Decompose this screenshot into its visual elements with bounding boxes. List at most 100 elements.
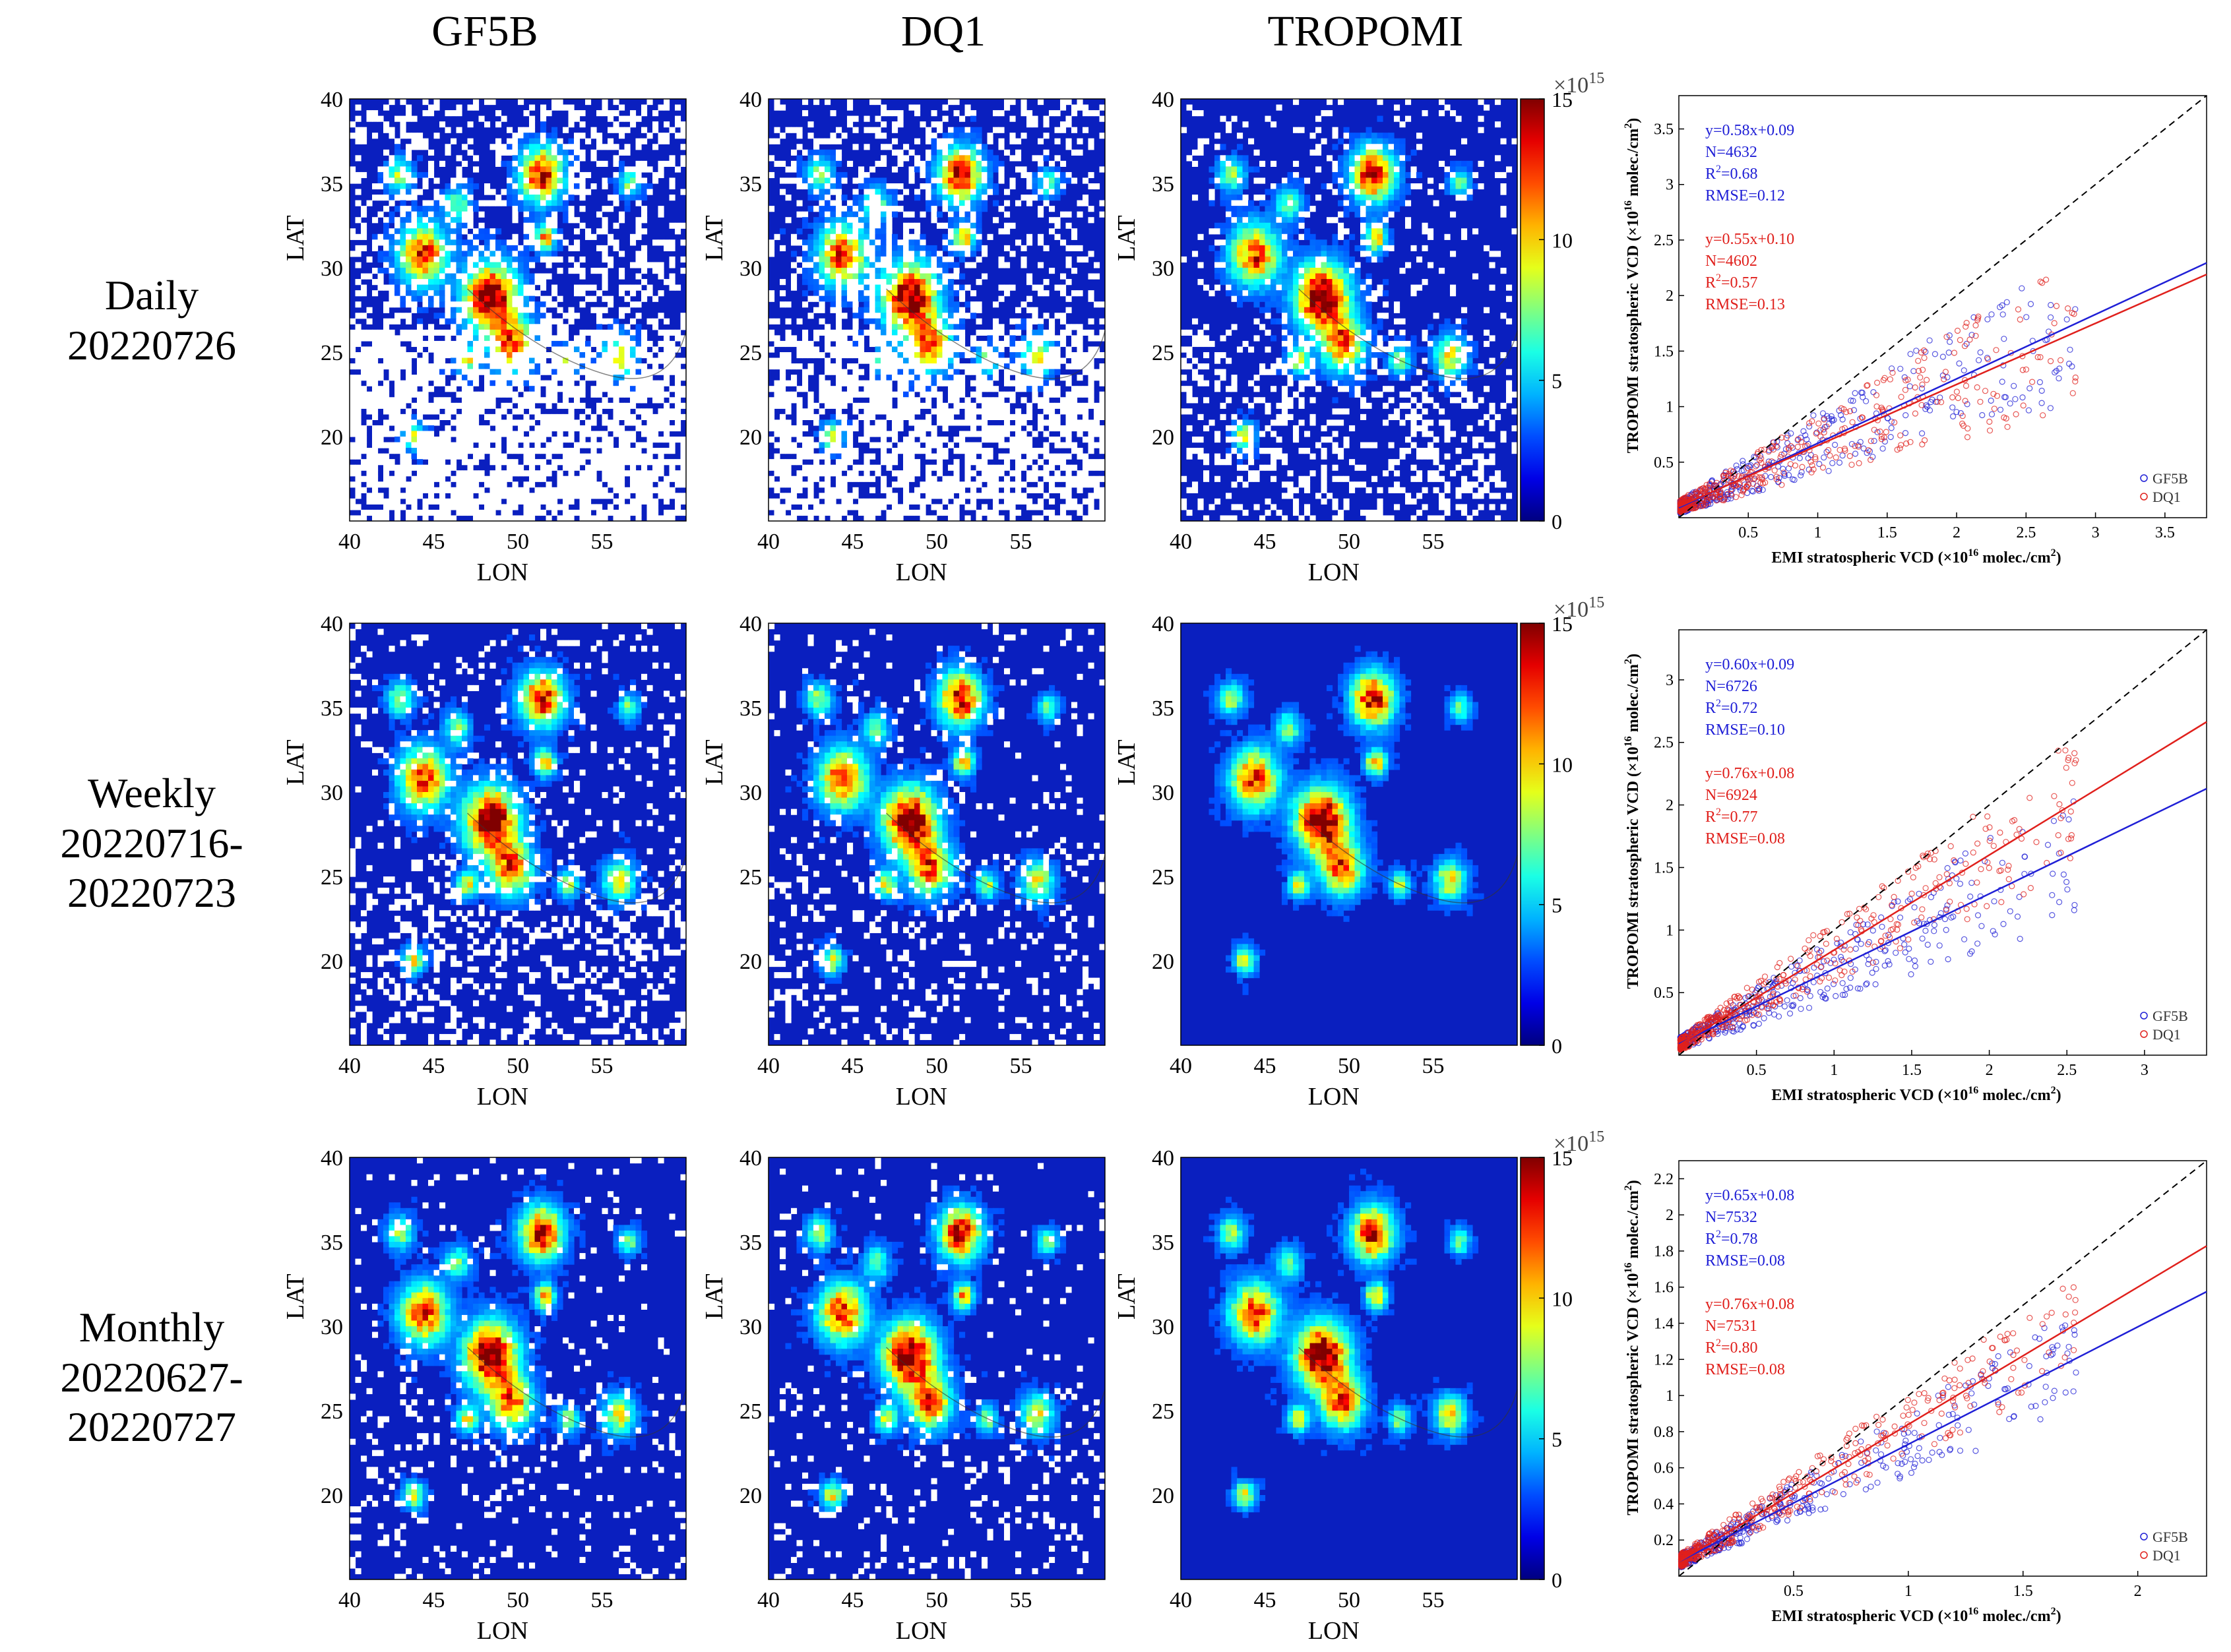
map-y-tick-label: 30: [321, 257, 343, 281]
stats-line: RMSE=0.13: [1705, 296, 1785, 313]
map-y-tick-label: 25: [1152, 1399, 1174, 1424]
colorbar-tick-label: 15: [1552, 1146, 1573, 1170]
scatter-x-tick-label: 2: [1986, 1062, 1994, 1079]
stats-line: y=0.65x+0.08: [1705, 1187, 1794, 1204]
map-y-axis-label: LAT: [1113, 1273, 1141, 1320]
map-x-tick-label: 45: [423, 1588, 445, 1612]
scatter-y-tick-label: 3: [1666, 672, 1674, 689]
row-label-weekly: Weekly 20220716- 20220723: [26, 768, 277, 918]
colorbar-gradient: [1521, 1157, 1544, 1579]
legend-label: DQ1: [2152, 489, 2181, 505]
scatter-y-tick-label: 1.5: [1654, 859, 1674, 876]
map-y-tick-label: 25: [739, 1399, 762, 1424]
map-y-tick-label: 20: [321, 425, 343, 450]
colorbar-tick-label: 0: [1552, 1034, 1562, 1058]
colorbar-tick-label: 10: [1552, 1287, 1573, 1310]
scatter-y-axis-label: TROPOMI stratospheric VCD (×1016 molec./…: [1623, 1180, 1642, 1515]
map-y-tick-label: 20: [1152, 425, 1174, 450]
scatter-y-tick-label: 1.5: [1654, 343, 1674, 360]
stats-line: RMSE=0.08: [1705, 1252, 1785, 1270]
row-label-daily: Daily 20220726: [26, 270, 277, 370]
scatter-x-tick-label: 2.5: [2016, 524, 2036, 541]
map-x-tick-label: 55: [591, 530, 613, 554]
map-y-tick-label: 35: [739, 1231, 762, 1255]
map-x-tick-label: 40: [338, 530, 361, 554]
map-y-axis-label: LAT: [701, 215, 728, 261]
scatter-x-tick-label: 1: [1904, 1583, 1912, 1600]
map-x-tick-label: 55: [1422, 1054, 1445, 1078]
map-y-tick-label: 30: [321, 1315, 343, 1339]
scatter-x-tick-label: 1: [1814, 524, 1822, 541]
map-y-axis-label: LAT: [282, 215, 309, 261]
map-y-tick-label: 20: [739, 950, 762, 974]
map-x-tick-label: 45: [423, 1054, 445, 1078]
scatter-y-tick-label: 0.8: [1654, 1424, 1674, 1441]
scatter-x-axis-label: EMI stratospheric VCD (×1016 molec./cm2): [1771, 1085, 2061, 1104]
map-y-tick-label: 35: [321, 1231, 343, 1255]
scatter-x-tick-label: 1.5: [1902, 1062, 1922, 1079]
stats-line: RMSE=0.08: [1705, 1361, 1785, 1378]
map-x-tick-label: 50: [1338, 530, 1360, 554]
map-x-axis-label: LON: [896, 1617, 947, 1645]
stats-line: y=0.58x+0.09: [1705, 122, 1794, 139]
scatter-y-tick-label: 2: [1666, 288, 1674, 305]
map-y-axis-label: LAT: [701, 739, 728, 785]
map-x-tick-label: 55: [1422, 530, 1445, 554]
map-x-tick-label: 50: [926, 1054, 948, 1078]
row-label-line: 20220723: [26, 868, 277, 918]
map-y-tick-label: 25: [321, 865, 343, 890]
stats-line: y=0.55x+0.10: [1705, 231, 1794, 248]
scatter-x-tick-label: 1.5: [1877, 524, 1897, 541]
map-x-tick-label: 45: [1254, 1054, 1276, 1078]
map-y-axis-label: LAT: [701, 1273, 728, 1320]
scatter-x-tick-label: 0.5: [1747, 1062, 1767, 1079]
scatter-y-tick-label: 0.2: [1654, 1532, 1674, 1549]
scatter-y-tick-label: 0.5: [1654, 985, 1674, 1002]
map-y-tick-label: 20: [321, 950, 343, 974]
map-x-tick-label: 50: [1338, 1588, 1360, 1612]
map-y-tick-label: 30: [739, 257, 762, 281]
scatter-y-tick-label: 1.6: [1654, 1279, 1674, 1297]
map-x-tick-label: 50: [926, 1588, 948, 1612]
scatter-x-tick-label: 3.5: [2155, 524, 2175, 541]
map-y-tick-label: 30: [1152, 257, 1174, 281]
scatter-y-tick-label: 2.5: [1654, 232, 1674, 249]
stats-line: RMSE=0.10: [1705, 721, 1785, 739]
map-y-tick-label: 25: [1152, 341, 1174, 365]
colorbar-tick-label: 0: [1552, 1568, 1562, 1592]
map-x-tick-label: 55: [1010, 530, 1032, 554]
row-label-monthly: Monthly 20220627- 20220727: [26, 1302, 277, 1452]
map-y-tick-label: 30: [739, 1315, 762, 1339]
map-x-tick-label: 40: [1170, 1588, 1192, 1612]
scatter-x-tick-label: 0.5: [1784, 1583, 1804, 1600]
map-x-tick-label: 45: [842, 1054, 864, 1078]
map-x-tick-label: 55: [591, 1588, 613, 1612]
colorbar-tick-label: 5: [1552, 894, 1562, 917]
map-y-tick-label: 40: [739, 88, 762, 112]
map-y-tick-label: 30: [739, 781, 762, 805]
map-y-tick-label: 25: [321, 1399, 343, 1424]
map-y-tick-label: 25: [321, 341, 343, 365]
colorbar-tick-label: 5: [1552, 369, 1562, 393]
map-y-tick-label: 30: [1152, 781, 1174, 805]
scatter-y-tick-label: 1: [1666, 922, 1674, 939]
scatter-x-tick-label: 3: [2092, 524, 2100, 541]
colorbar-tick-label: 15: [1552, 88, 1573, 111]
map-y-tick-label: 20: [739, 425, 762, 450]
scatter-x-tick-label: 2: [2134, 1583, 2142, 1600]
map-x-tick-label: 55: [1422, 1588, 1445, 1612]
map-x-tick-label: 50: [926, 530, 948, 554]
scatter-y-tick-label: 2: [1666, 1207, 1674, 1224]
map-x-tick-label: 40: [757, 1054, 780, 1078]
colorbar-tick-label: 5: [1552, 1428, 1562, 1452]
map-y-tick-label: 20: [1152, 1484, 1174, 1508]
map-x-tick-label: 45: [842, 1588, 864, 1612]
stats-line: N=4602: [1705, 253, 1757, 270]
row-label-line: 20220727: [26, 1402, 277, 1452]
map-y-tick-label: 25: [739, 341, 762, 365]
scatter-x-tick-label: 2: [1953, 524, 1961, 541]
